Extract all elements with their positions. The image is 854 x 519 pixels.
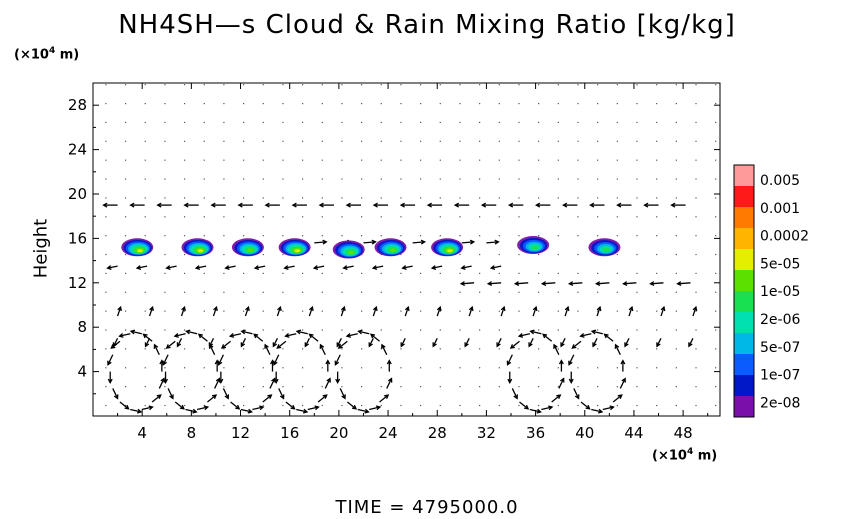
colorbar-swatch <box>734 354 754 375</box>
y-tick-label: 20 <box>68 185 87 203</box>
colorbar-swatch <box>734 207 754 228</box>
colorbar-swatch <box>734 312 754 333</box>
colorbar-swatch <box>734 396 754 417</box>
x-tick-label: 8 <box>187 424 197 442</box>
wind-vectors <box>102 202 698 414</box>
x-axis-unit: (×104 m) <box>652 447 718 464</box>
field-points <box>105 84 717 407</box>
colorbar-label: 2e-06 <box>760 312 800 328</box>
x-tick-label: 36 <box>526 424 545 442</box>
x-tick-label: 44 <box>624 424 643 442</box>
y-axis-unit: (×104 m) <box>14 46 80 63</box>
x-tick-label: 28 <box>428 424 447 442</box>
colorbar-label: 5e-07 <box>760 340 800 356</box>
colorbar-swatch <box>734 228 754 249</box>
colorbar-label: 0.0002 <box>760 229 809 245</box>
y-tick-label: 12 <box>68 274 87 292</box>
colorbar-swatch <box>734 165 754 186</box>
x-tick-label: 4 <box>137 424 147 442</box>
x-tick-label: 48 <box>674 424 693 442</box>
cloud-cell <box>389 248 397 253</box>
chart-title: NH4SH—s Cloud & Rain Mixing Ratio [kg/kg… <box>118 10 736 40</box>
cloud-cell <box>197 249 204 253</box>
cloud-cell <box>602 247 611 252</box>
colorbar-label: 1e-05 <box>760 284 800 300</box>
cloud-cell <box>347 250 355 255</box>
colorbar-label: 2e-08 <box>760 395 800 411</box>
colorbar-label: 1e-07 <box>760 368 800 384</box>
x-tick-label: 12 <box>231 424 250 442</box>
colorbar-swatch <box>734 375 754 396</box>
y-tick-label: 4 <box>77 363 87 381</box>
colorbar-frame <box>733 164 755 418</box>
colorbar-swatch <box>734 249 754 270</box>
colorbar-swatch <box>734 333 754 354</box>
y-tick-label: 24 <box>68 141 87 159</box>
cloud-cell <box>294 249 301 253</box>
cloud-cell <box>531 245 539 250</box>
y-tick-label: 8 <box>77 318 87 336</box>
plot-frame <box>92 82 721 417</box>
x-tick-label: 40 <box>575 424 594 442</box>
x-tick-label: 20 <box>329 424 348 442</box>
colorbar-swatch <box>734 270 754 291</box>
colorbar-label: 5e-05 <box>760 256 800 272</box>
y-tick-label: 28 <box>68 96 87 114</box>
colorbar-label: 0.005 <box>760 173 800 189</box>
cloud-cell <box>137 249 143 253</box>
y-tick-label: 16 <box>68 229 87 247</box>
colorbar-swatch <box>734 186 754 207</box>
cloud-cell <box>247 248 254 253</box>
x-tick-label: 16 <box>280 424 299 442</box>
x-tick-label: 24 <box>379 424 398 442</box>
colorbar-swatch <box>734 291 754 312</box>
x-tick-label: 32 <box>477 424 496 442</box>
cloud-cell <box>447 249 453 253</box>
time-footer: TIME = 4795000.0 <box>335 497 519 518</box>
colorbar-label: 0.001 <box>760 201 800 217</box>
